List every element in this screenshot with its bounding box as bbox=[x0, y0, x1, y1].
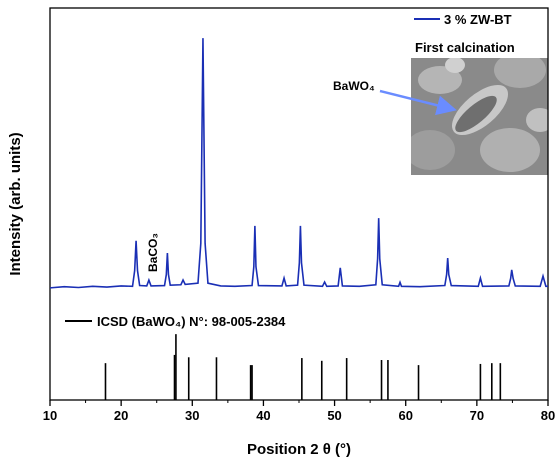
legend-box bbox=[411, 8, 548, 58]
x-axis-label: Position 2 θ (°) bbox=[247, 441, 351, 458]
annotation: BaWO₄ bbox=[333, 79, 375, 93]
legend-note: First calcination bbox=[415, 40, 515, 55]
x-tick-label: 80 bbox=[541, 408, 555, 423]
annotation: BaCO₃ bbox=[146, 233, 160, 272]
x-tick-label: 70 bbox=[470, 408, 484, 423]
x-tick-label: 10 bbox=[43, 408, 57, 423]
x-tick-label: 30 bbox=[185, 408, 199, 423]
y-axis-label: Intensity (arb. units) bbox=[7, 132, 24, 275]
x-tick-label: 50 bbox=[327, 408, 341, 423]
x-tick-label: 20 bbox=[114, 408, 128, 423]
legend-label: ICSD (BaWO₄) N°: 98-005-2384 bbox=[97, 314, 286, 329]
x-tick-label: 40 bbox=[256, 408, 270, 423]
x-tick-label: 60 bbox=[398, 408, 412, 423]
annotation-arrow bbox=[379, 89, 457, 116]
xrd-line bbox=[49, 38, 548, 289]
legend-label: 3 % ZW-BT bbox=[444, 12, 512, 27]
